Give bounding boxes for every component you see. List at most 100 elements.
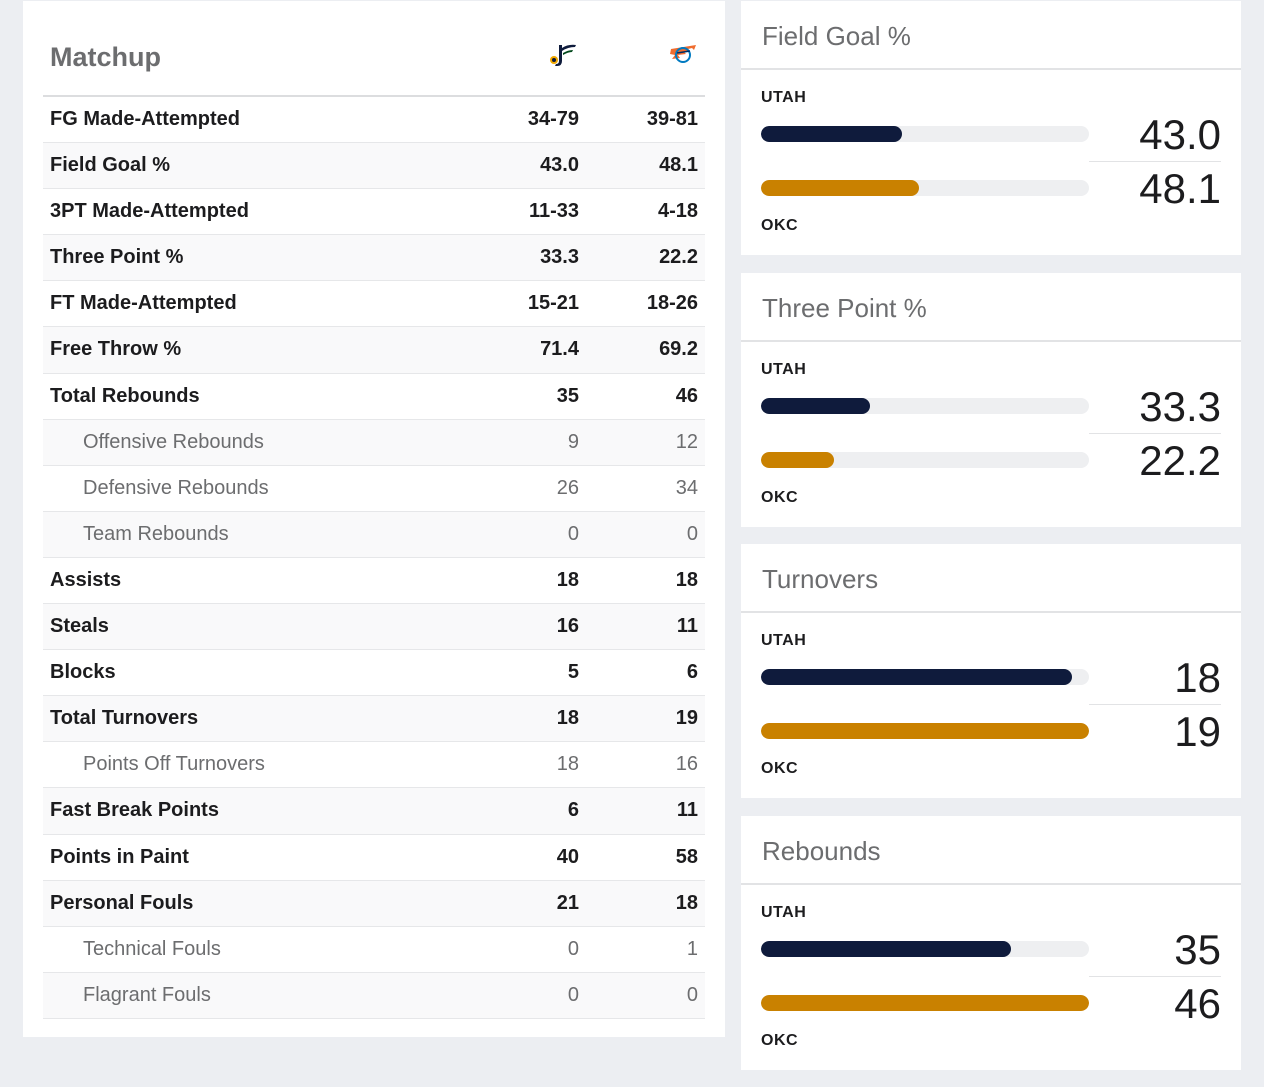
okc-value: 16 (675, 753, 698, 776)
okc-value: 48.1 (659, 154, 698, 177)
stat-label: Field Goal % (50, 154, 171, 177)
stat-label: Defensive Rebounds (83, 476, 269, 499)
table-row: Free Throw % 71.4 69.2 (43, 327, 705, 374)
matchup-panel: Matchup FG Made-Attempted 34-79 39-81 Field… (23, 1, 725, 1037)
utah-value: 35 (556, 384, 579, 407)
okc-big-value: 46 (1174, 980, 1221, 1027)
team-label-utah: UTAH (761, 89, 807, 106)
stat-label: Blocks (50, 661, 116, 684)
stat-label: Total Rebounds (50, 384, 200, 407)
table-row: Flagrant Fouls 0 0 (43, 972, 705, 1019)
okc-value: 1 (686, 937, 698, 960)
okc-value: 39-81 (646, 108, 698, 130)
utah-value: 18 (556, 568, 579, 591)
okc-bar-track (761, 995, 1089, 1011)
value-divider (1089, 433, 1221, 434)
utah-value: 18 (556, 753, 579, 776)
utah-value: 0 (567, 983, 579, 1006)
table-row: Total Rebounds 35 46 (43, 374, 705, 420)
utah-value: 9 (567, 430, 579, 453)
okc-value: 12 (675, 430, 698, 453)
stat-label: Team Rebounds (83, 522, 229, 545)
okc-value: 0 (686, 983, 698, 1006)
utah-bar (761, 669, 1072, 685)
utah-value: 21 (556, 891, 579, 914)
utah-jazz-logo-icon (548, 41, 578, 69)
okc-bar (761, 723, 1089, 739)
card-divider (741, 68, 1241, 70)
team-label-utah: UTAH (761, 904, 807, 921)
okc-bar (761, 180, 919, 196)
card-divider (741, 883, 1241, 885)
utah-value: 6 (567, 799, 579, 822)
okc-value: 18 (675, 568, 698, 591)
table-row: Total Turnovers 18 19 (43, 696, 705, 743)
rebounds-card: Rebounds UTAH 35 46 OKC (741, 816, 1241, 1070)
utah-value: 11-33 (528, 200, 579, 223)
table-row: Points in Paint 40 58 (43, 835, 705, 881)
okc-value: 58 (675, 845, 698, 868)
okc-value: 4-18 (657, 200, 698, 223)
table-row: Steals 16 11 (43, 604, 705, 651)
utah-bar-track (761, 941, 1089, 957)
okc-big-value: 22.2 (1139, 437, 1221, 484)
utah-value: 0 (567, 937, 579, 960)
table-row: FT Made-Attempted 15-21 18-26 (43, 281, 705, 328)
okc-bar-track (761, 452, 1089, 468)
stat-label: 3PT Made-Attempted (50, 200, 249, 223)
stat-label: Total Turnovers (50, 707, 199, 730)
utah-value: 40 (556, 845, 579, 868)
okc-value: 0 (686, 522, 698, 545)
card-title: Turnovers (762, 564, 879, 594)
table-row: Three Point % 33.3 22.2 (43, 235, 705, 282)
okc-value: 6 (686, 661, 698, 684)
header-divider (43, 95, 705, 97)
matchup-table: FG Made-Attempted 34-79 39-81 Field Goal % 4… (43, 97, 705, 1019)
stat-label: Three Point % (50, 246, 184, 269)
okc-value: 69.2 (659, 338, 698, 361)
table-row: Team Rebounds 0 0 (43, 511, 705, 558)
okc-value: 34 (675, 476, 698, 499)
value-divider (1089, 161, 1221, 162)
okc-bar (761, 995, 1089, 1011)
okc-bar-track (761, 723, 1089, 739)
utah-bar-track (761, 669, 1089, 685)
utah-bar (761, 126, 903, 142)
table-row: Assists 18 18 (43, 558, 705, 605)
card-title: Three Point % (762, 293, 927, 323)
stat-label: Fast Break Points (50, 799, 219, 822)
okc-big-value: 19 (1174, 708, 1221, 755)
table-row: FG Made-Attempted 34-79 39-81 (43, 97, 705, 144)
okc-value: 11 (676, 615, 698, 638)
table-row: Technical Fouls 0 1 (43, 927, 705, 973)
team-label-okc: OKC (761, 1032, 799, 1049)
stat-label: Personal Fouls (50, 891, 194, 914)
stat-label: FG Made-Attempted (50, 108, 240, 130)
table-row: Defensive Rebounds 26 34 (43, 466, 705, 512)
okc-value: 22.2 (659, 246, 698, 269)
matchup-header: Matchup (23, 1, 725, 97)
okc-value: 11 (676, 799, 698, 822)
okc-value: 19 (675, 707, 698, 730)
turnovers-card: Turnovers UTAH 18 19 OKC (741, 544, 1241, 798)
value-divider (1089, 976, 1221, 977)
table-row: Field Goal % 43.0 48.1 (43, 143, 705, 190)
stat-label: Offensive Rebounds (83, 430, 264, 453)
stat-label: Technical Fouls (83, 937, 221, 960)
table-row: Points Off Turnovers 18 16 (43, 742, 705, 789)
team-label-utah: UTAH (761, 361, 807, 378)
okc-value: 18 (675, 891, 698, 914)
utah-bar (761, 941, 1011, 957)
stat-label: FT Made-Attempted (50, 292, 237, 315)
table-row: Personal Fouls 21 18 (43, 880, 705, 927)
table-row: Blocks 5 6 (43, 650, 705, 697)
okc-value: 18-26 (646, 292, 698, 315)
okc-bar-track (761, 180, 1089, 196)
team-label-utah: UTAH (761, 632, 807, 649)
utah-value: 5 (567, 661, 579, 684)
card-title: Rebounds (762, 836, 881, 866)
card-divider (741, 611, 1241, 613)
okc-big-value: 48.1 (1139, 165, 1221, 212)
stat-label: Points Off Turnovers (83, 753, 265, 776)
table-row: Fast Break Points 6 11 (43, 788, 705, 835)
